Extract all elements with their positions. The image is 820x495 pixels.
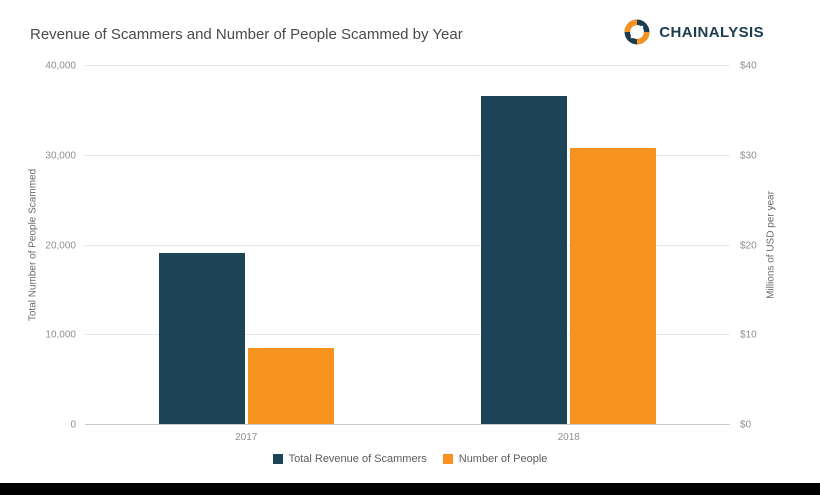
legend-item-total-revenue-of-scammers: Total Revenue of Scammers bbox=[272, 453, 427, 465]
right-axis-tick: $0 bbox=[740, 419, 752, 431]
right-axis-tick: $10 bbox=[740, 329, 757, 341]
gridline bbox=[85, 154, 730, 156]
legend-swatch bbox=[272, 454, 283, 464]
plot-wrap: 0 $0 10,000 $10 20,000 $20 30,000 $30 40,000 $40 2… bbox=[45, 61, 756, 444]
brand-name: CHAINALYSIS bbox=[659, 23, 764, 41]
chart-title: Revenue of Scammers and Number of People… bbox=[30, 26, 463, 43]
gridline bbox=[85, 65, 730, 66]
legend-swatch bbox=[442, 454, 453, 464]
bar-2018-total-revenue-of-scammers bbox=[481, 95, 568, 424]
gridline bbox=[85, 424, 730, 425]
left-axis-tick: 30,000 bbox=[45, 150, 76, 162]
footer-bar bbox=[0, 483, 820, 495]
left-axis-tick: 40,000 bbox=[45, 60, 76, 72]
legend-label: Number of People bbox=[458, 453, 548, 465]
bar-2017-number-of-people bbox=[247, 347, 334, 424]
gridline bbox=[85, 334, 730, 336]
left-axis-tick: 0 bbox=[70, 419, 76, 431]
right-axis-title: Millions of USD per year bbox=[765, 191, 777, 299]
bar-2018-number-of-people bbox=[570, 147, 657, 424]
bar-group-2017 bbox=[85, 65, 408, 424]
legend-label: Total Revenue of Scammers bbox=[288, 453, 427, 465]
left-axis-title: Total Number of People Scammed bbox=[27, 168, 39, 322]
gridline bbox=[85, 244, 730, 246]
right-axis-tick: $30 bbox=[740, 150, 757, 162]
chart-legend: Total Revenue of Scammers Number of Peopl… bbox=[0, 453, 820, 465]
left-axis-tick: 20,000 bbox=[45, 240, 76, 251]
legend-item-number-of-people: Number of People bbox=[442, 453, 548, 465]
x-axis-label: 2018 bbox=[557, 432, 580, 443]
right-axis-tick: $40 bbox=[740, 60, 757, 72]
brand-lockup: CHAINALYSIS bbox=[623, 18, 764, 46]
right-axis-tick: $20 bbox=[740, 240, 757, 251]
x-axis-label: 2017 bbox=[235, 432, 258, 443]
plot-area: 0 $0 10,000 $10 20,000 $20 30,000 $30 40,000 $40 2… bbox=[45, 61, 756, 444]
left-axis-tick: 10,000 bbox=[45, 329, 76, 341]
chainalysis-logo-icon bbox=[623, 18, 651, 46]
bar-2017-total-revenue-of-scammers bbox=[158, 253, 245, 424]
bar-group-2018 bbox=[408, 65, 731, 424]
